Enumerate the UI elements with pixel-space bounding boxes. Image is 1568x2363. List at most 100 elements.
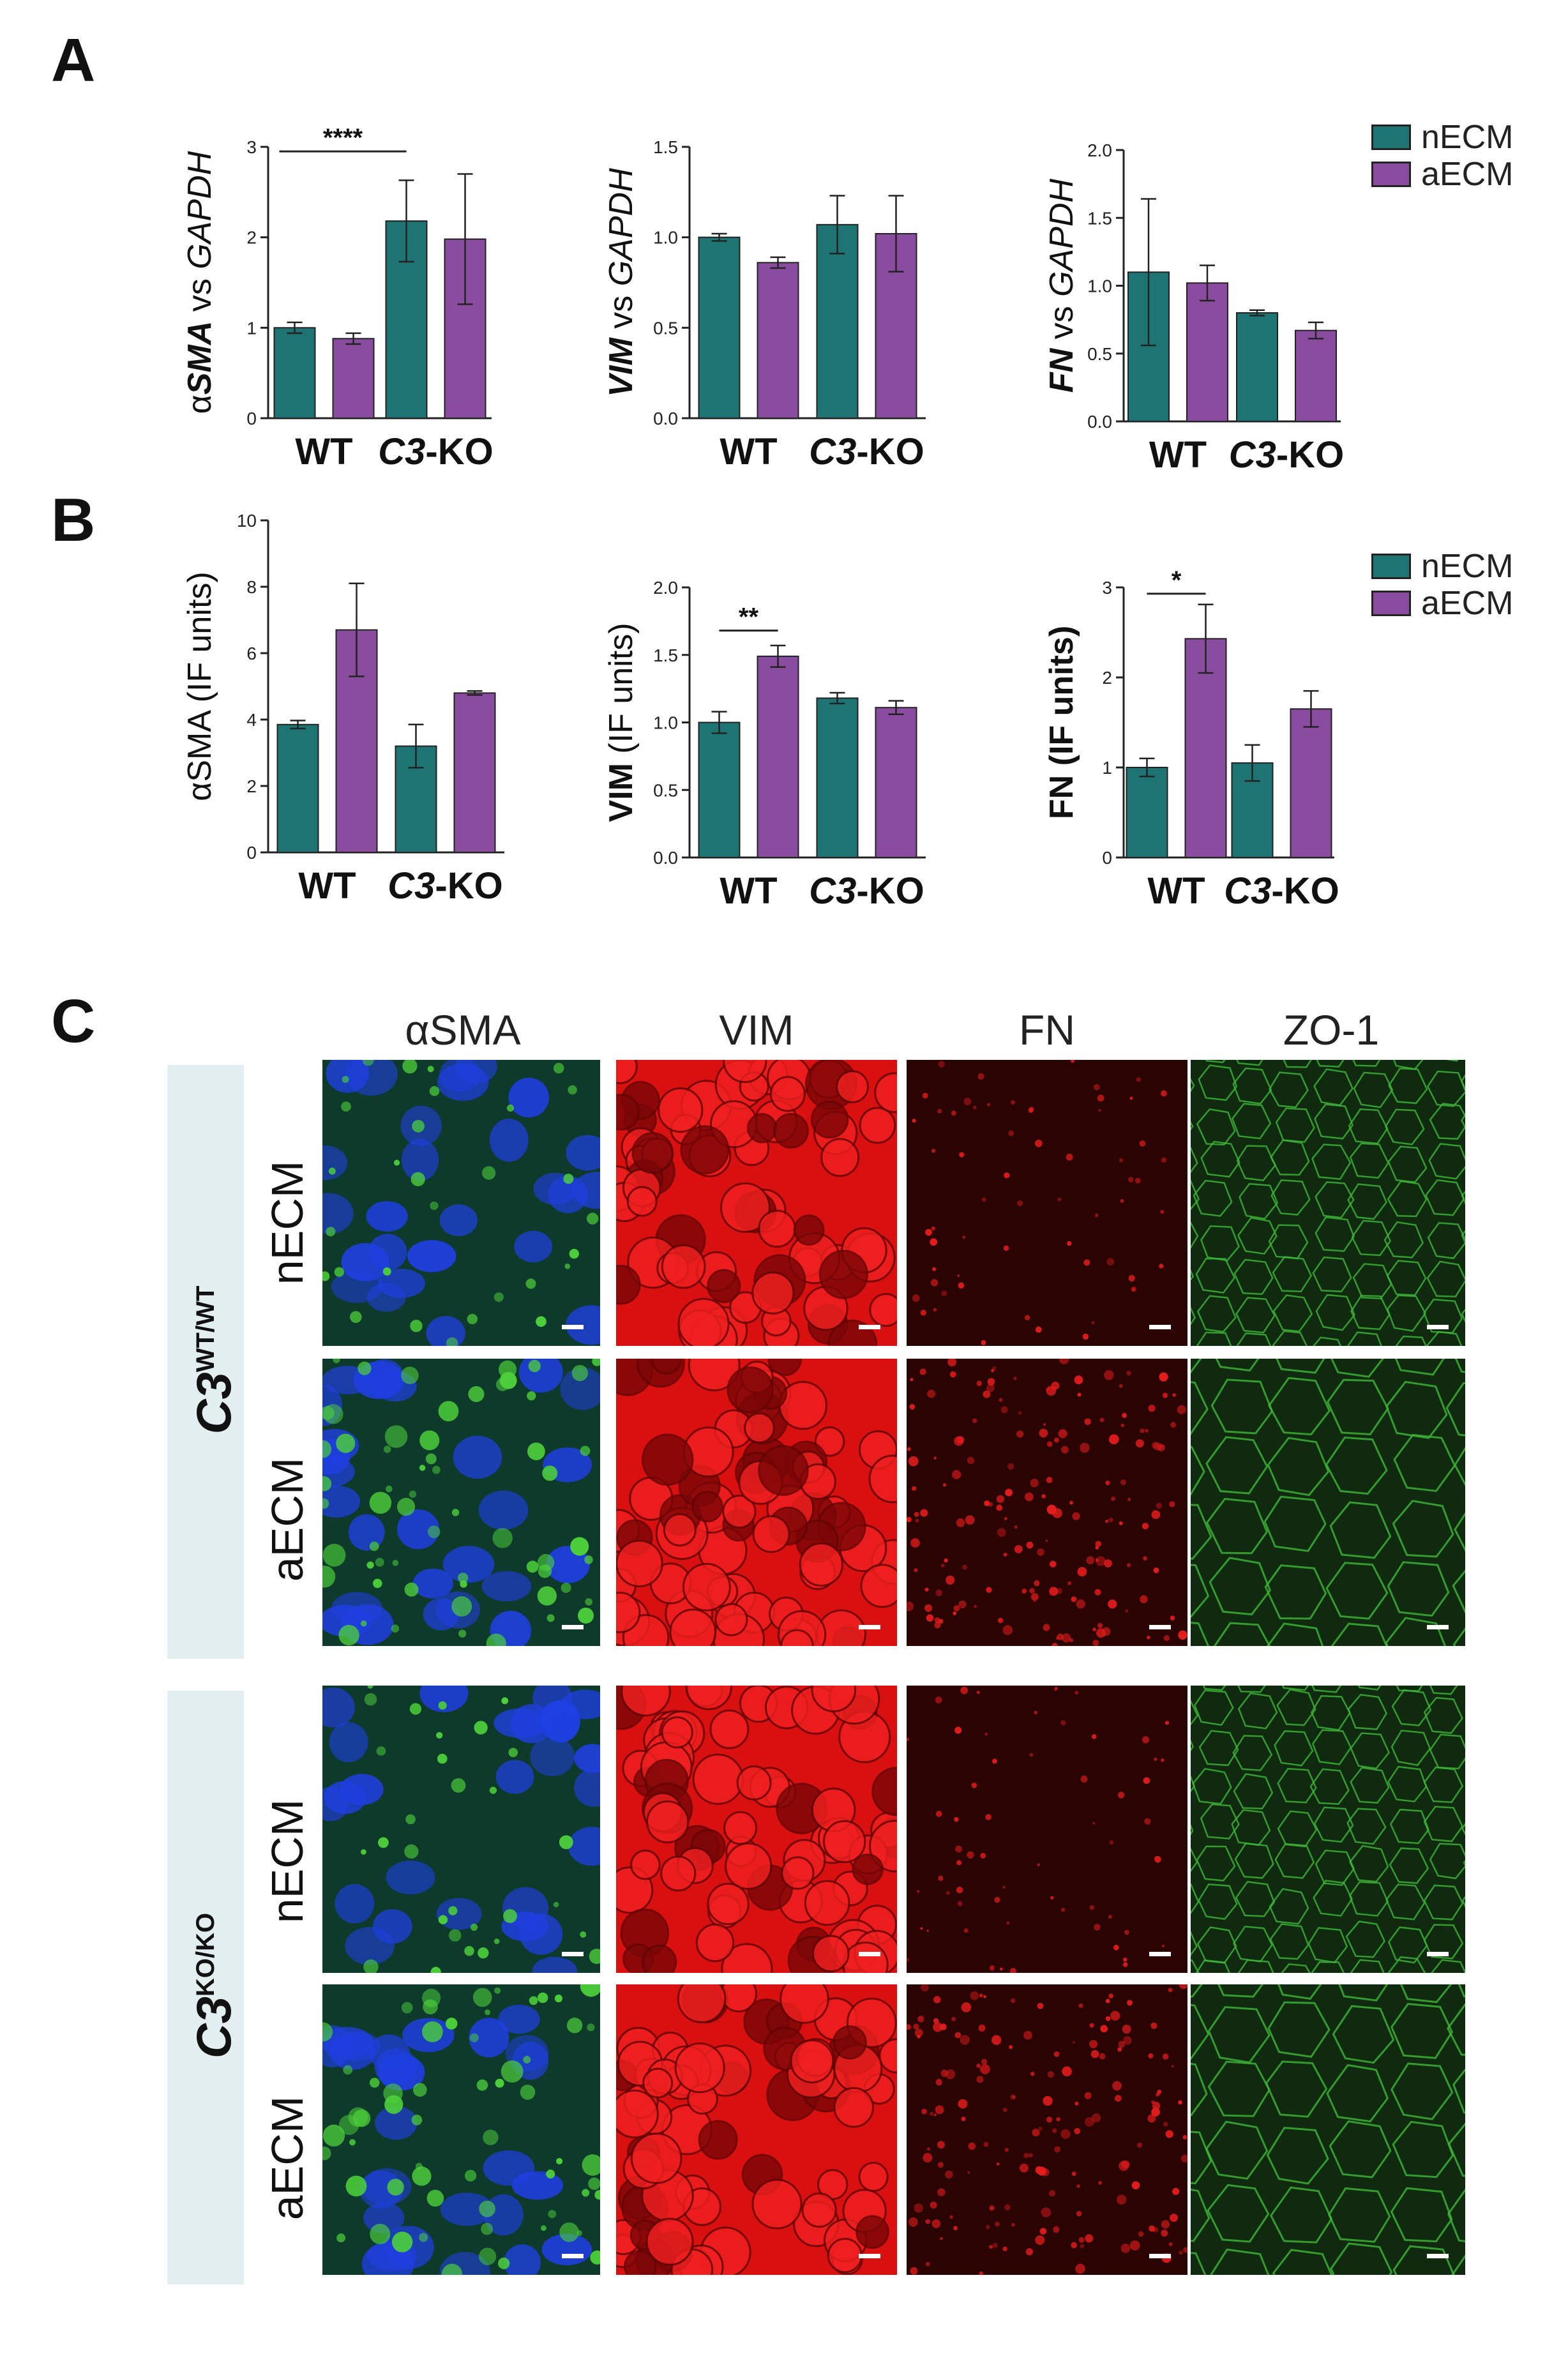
scale-bar — [1427, 1625, 1449, 1629]
bar-aecm — [1186, 282, 1228, 422]
y-tick-label: 3 — [246, 137, 257, 157]
column-label-zo1: ZO-1 — [1283, 1006, 1380, 1053]
micrograph-texture — [1191, 1359, 1465, 1646]
significance-label: * — [1172, 566, 1182, 594]
micrograph-texture — [1191, 1984, 1465, 2275]
y-axis-label-part: FN — [1043, 775, 1080, 819]
bar-aecm — [1295, 329, 1337, 422]
micrograph-texture — [907, 1359, 1187, 1646]
legend-swatch-necm — [1371, 125, 1411, 150]
y-tick-label: 2 — [246, 228, 257, 248]
scale-bar — [562, 2254, 584, 2258]
scale-bar — [859, 1952, 880, 1956]
chart-fn-vs-gapdh: 0.0 0.5 1.0 1.5 2.0 FN vs GAPDH WT C3-KO — [1043, 140, 1344, 476]
row-label-wt-necm: nECM — [262, 1160, 312, 1285]
bar-aecm — [757, 262, 799, 419]
y-tick-label: 1.5 — [653, 137, 678, 157]
y-tick-label: 2.0 — [653, 578, 678, 598]
x-category-label-part: -KO — [856, 431, 924, 472]
x-category-label-part: C3 — [1229, 434, 1276, 476]
significance-label: ** — [739, 603, 759, 631]
y-tick-label: 1 — [1102, 758, 1112, 778]
y-tick-label: 2 — [246, 776, 257, 796]
y-axis-label-part: α — [181, 395, 218, 414]
micrograph-texture — [322, 1060, 600, 1346]
x-category-label-part: WT — [1149, 434, 1207, 476]
legend-panel-a: nECM aECM — [1371, 119, 1513, 193]
y-axis-label-part: FN — [1043, 347, 1080, 393]
micrograph-texture — [907, 1984, 1187, 2275]
x-category-label-part: -KO — [856, 870, 924, 912]
panel-label-a: A — [51, 26, 96, 94]
x-category-label: WT — [720, 431, 777, 472]
micrograph-fn-wt-necm — [907, 1060, 1187, 1346]
y-tick-label: 0.5 — [653, 780, 678, 800]
y-axis-label-part: (IF units) — [603, 623, 640, 763]
legend-label: nECM — [1421, 548, 1514, 585]
scale-bar — [1427, 1952, 1449, 1956]
row-label-ko-necm: nECM — [262, 1799, 312, 1924]
y-tick-label: 3 — [1102, 578, 1112, 598]
micrograph-texture — [616, 1359, 897, 1646]
micrograph-fn-wt-aecm — [907, 1359, 1187, 1646]
bar-necm — [1126, 767, 1168, 858]
y-tick-label: 0 — [246, 843, 257, 863]
micrograph-alpha-sma-wt-necm — [322, 1060, 600, 1346]
legend-swatch-necm — [1371, 554, 1411, 579]
genotype-base: C3 — [187, 1372, 242, 1435]
y-axis-label-part: GAPDH — [1043, 178, 1080, 296]
y-tick-label: 10 — [237, 511, 257, 531]
legend-label: aECM — [1421, 156, 1514, 193]
x-category-label-part: -KO — [425, 431, 493, 472]
micrograph-texture — [616, 1984, 897, 2275]
y-tick-label: 1 — [246, 318, 257, 338]
y-axis-label-part: αSMA — [181, 710, 218, 801]
micrograph-zo1-wt-aecm — [1191, 1359, 1465, 1646]
x-category-label-part: WT — [298, 865, 356, 907]
scale-bar — [562, 1325, 584, 1329]
y-axis-label-part: VIM — [603, 337, 640, 397]
row-label-ko-aecm: aECM — [262, 2095, 312, 2221]
bar-necm — [698, 721, 741, 858]
y-axis-label: αSMA vs GAPDH — [181, 151, 218, 414]
genotype-label-wt: C3WT/WT — [174, 1258, 241, 1462]
legend-label: aECM — [1421, 585, 1514, 622]
micrograph-fn-ko-aecm — [907, 1984, 1187, 2275]
y-axis-label-part: VIM — [603, 763, 640, 822]
bar-aecm — [1290, 708, 1332, 858]
y-tick-label: 1.5 — [653, 645, 678, 665]
y-tick-label: 0 — [246, 409, 257, 428]
micrograph-fn-ko-necm — [907, 1686, 1187, 1973]
y-axis-label: αSMA (IF units) — [181, 571, 218, 801]
scale-bar — [859, 1625, 880, 1629]
scale-bar — [1427, 2254, 1449, 2258]
micrograph-texture — [1191, 1686, 1465, 1973]
bar-necm — [276, 723, 319, 853]
significance-label: **** — [323, 124, 363, 152]
micrograph-alpha-sma-ko-aecm — [322, 1984, 600, 2275]
panel-label-b: B — [51, 486, 96, 554]
row-label-wt-aecm: aECM — [262, 1457, 312, 1582]
y-tick-label: 4 — [246, 710, 257, 730]
y-axis-label: VIM vs GAPDH — [603, 168, 640, 397]
bar-necm — [1236, 312, 1278, 422]
micrograph-texture — [322, 1359, 600, 1646]
y-axis-label-part: (IF units) — [181, 571, 218, 712]
legend-item: nECM — [1371, 548, 1513, 585]
y-tick-label: 8 — [246, 577, 257, 597]
y-axis-label-part: vs — [603, 286, 640, 338]
panel-label-c: C — [51, 987, 96, 1055]
bar-aecm — [757, 655, 799, 859]
x-category-label: C3-KO — [1229, 434, 1344, 476]
y-tick-label: 1.0 — [1087, 276, 1112, 296]
genotype-superscript: WT/WT — [192, 1285, 220, 1373]
x-category-label: C3-KO — [388, 865, 502, 907]
genotype-base: C3 — [187, 1996, 242, 2059]
legend-swatch-aecm — [1371, 591, 1411, 616]
chart-vim-if-units: 0.0 0.5 1.0 1.5 2.0 VIM (IF units) WT C3-KO ** — [603, 578, 926, 912]
micrograph-vim-wt-aecm — [616, 1359, 897, 1646]
bar-necm — [273, 327, 316, 419]
scale-bar — [562, 1952, 584, 1956]
micrograph-texture — [616, 1060, 897, 1346]
chart-alpha-sma-if-units: 0 2 4 6 8 10 αSMA (IF units) WT C3-KO — [181, 511, 504, 907]
